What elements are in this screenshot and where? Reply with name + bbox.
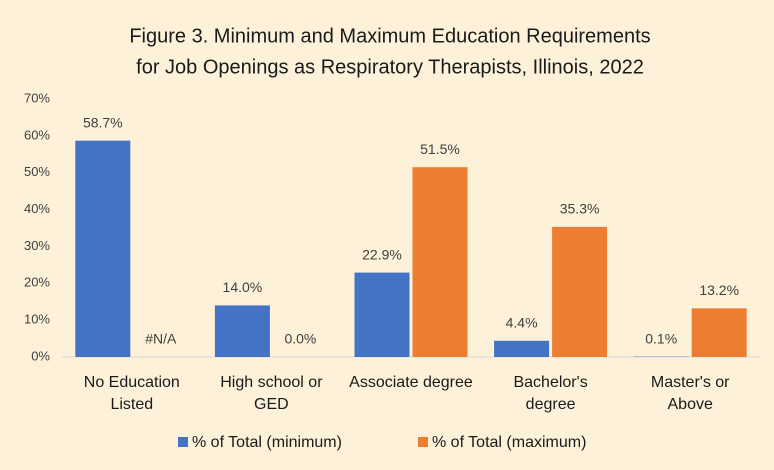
x-tick-label: High school or GED	[220, 374, 323, 413]
value-label: 0.0%	[284, 331, 316, 347]
y-tick-label: 40%	[24, 201, 50, 216]
bar	[494, 340, 550, 357]
value-label: 35.3%	[560, 201, 600, 217]
value-label: 0.1%	[645, 330, 677, 346]
legend-label: % of Total (minimum)	[192, 434, 342, 451]
value-label: 13.2%	[699, 282, 739, 298]
x-tick-label: No Education Listed	[83, 374, 180, 413]
value-label: 4.4%	[506, 314, 538, 330]
bar	[75, 140, 131, 357]
y-tick-label: 20%	[24, 275, 50, 290]
chart-subtitle: for Job Openings as Respiratory Therapis…	[136, 56, 644, 78]
value-label: #N/A	[145, 331, 177, 347]
x-tick-label: Associate degree	[349, 374, 473, 391]
value-label: 58.7%	[83, 114, 123, 130]
legend-label: % of Total (maximum)	[432, 434, 586, 451]
bar	[552, 226, 608, 357]
legend-swatch	[418, 437, 428, 447]
x-tick-label: Master's or Above	[650, 374, 730, 413]
bar	[354, 272, 410, 357]
y-tick-label: 30%	[24, 238, 50, 253]
y-tick-label: 50%	[24, 164, 50, 179]
legend-swatch	[178, 437, 188, 447]
value-label: 51.5%	[420, 141, 460, 157]
x-tick-label: Bachelor's degree	[513, 374, 588, 413]
y-tick-label: 10%	[24, 312, 50, 327]
y-tick-label: 60%	[24, 127, 50, 142]
bar	[214, 305, 270, 357]
y-tick-label: 0%	[31, 348, 50, 363]
bar	[412, 167, 468, 357]
chart-title: Figure 3. Minimum and Maximum Education …	[129, 25, 650, 47]
value-label: 14.0%	[223, 279, 263, 295]
y-tick-label: 70%	[24, 90, 50, 105]
value-label: 22.9%	[362, 246, 402, 262]
bar	[691, 308, 747, 357]
